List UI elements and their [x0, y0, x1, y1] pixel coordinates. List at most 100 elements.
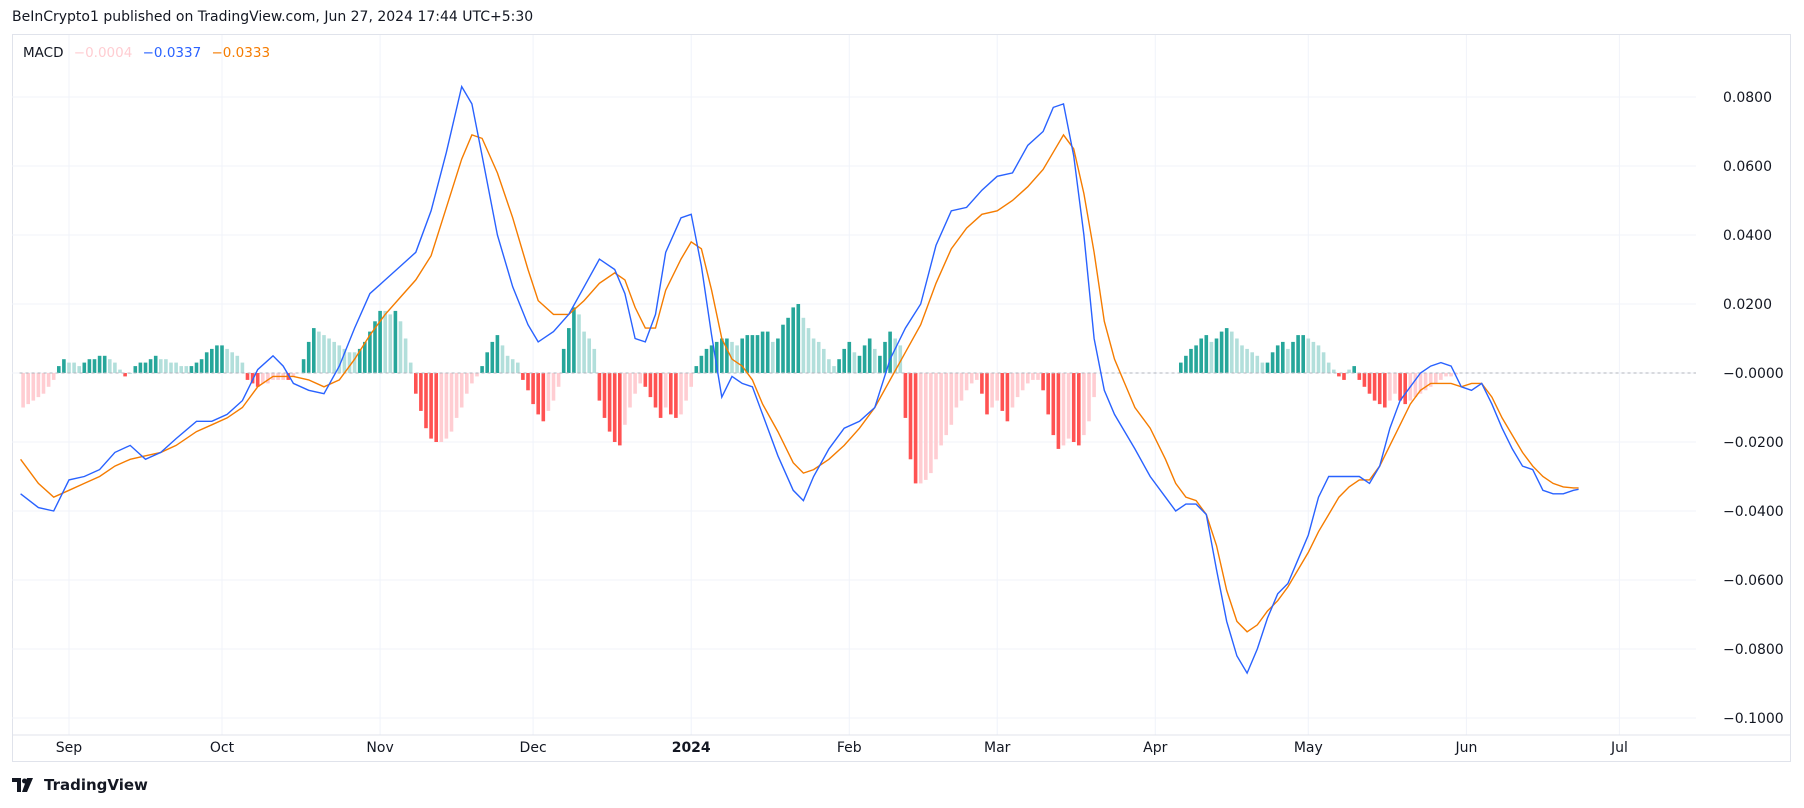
tradingview-brand[interactable]: TradingView [12, 776, 148, 794]
histogram-bar [1209, 341, 1214, 373]
histogram-bar [510, 359, 515, 373]
histogram-bar [516, 362, 520, 373]
histogram-bar [1061, 373, 1066, 446]
histogram-bar [1281, 341, 1285, 373]
histogram-bar [714, 341, 719, 373]
x-tick-label: Sep [56, 740, 83, 756]
histogram-bar [1066, 373, 1071, 439]
histogram-bar [419, 373, 423, 411]
histogram-bar [561, 348, 566, 373]
legend-macd-value: −0.0337 [142, 45, 202, 61]
macd-line [20, 84, 1579, 675]
histogram-bar [143, 362, 148, 373]
histogram-bar [1311, 341, 1316, 373]
histogram-bar [857, 355, 862, 374]
histogram-bar [730, 341, 734, 373]
histogram-bar [638, 373, 642, 384]
histogram-bar [1332, 369, 1336, 373]
histogram-bar [475, 373, 479, 377]
legend-signal-value: −0.0333 [211, 45, 271, 61]
signal-line [20, 133, 1579, 633]
histogram-bar [878, 355, 882, 374]
histogram-bar [57, 366, 61, 373]
histogram-bar [301, 359, 306, 373]
histogram-bar [1026, 373, 1030, 384]
histogram-bar [495, 335, 500, 373]
histogram-bar [990, 373, 994, 408]
histogram-bar [954, 373, 959, 408]
histogram-bar [521, 373, 525, 380]
histogram-bar [250, 373, 255, 384]
histogram-bar [72, 362, 76, 373]
histogram-bar [1015, 373, 1020, 398]
histogram-bar [822, 348, 826, 373]
histogram-bar [210, 348, 214, 373]
y-tick-label: −0.0200 [1723, 435, 1784, 451]
histogram-bar [1077, 373, 1081, 446]
histogram-bar [694, 366, 699, 373]
histogram-bar [36, 373, 41, 398]
histogram-bar [567, 328, 571, 373]
histogram-bar [153, 355, 158, 374]
histogram-bar [199, 359, 204, 373]
histogram-bar [1005, 373, 1010, 422]
histogram-bar [174, 362, 178, 373]
histogram-bar [1245, 348, 1249, 373]
histogram-bar [592, 348, 597, 373]
histogram-bar [332, 341, 336, 373]
histogram-bar [1250, 352, 1254, 373]
histogram-bar [1240, 345, 1244, 373]
histogram-bar [1321, 352, 1326, 373]
histogram-bar [541, 373, 546, 422]
histogram-bar [607, 373, 612, 432]
histogram-bar [46, 373, 51, 387]
y-tick-label: −0.1000 [1723, 711, 1784, 727]
histogram-bar [378, 310, 382, 373]
histogram-bar [317, 331, 321, 373]
histogram-bar [908, 373, 913, 460]
histogram-bar [108, 359, 112, 373]
histogram-bar [750, 335, 755, 373]
histogram-bar [1449, 373, 1453, 377]
histogram-bar [169, 362, 173, 373]
histogram-bar [87, 359, 92, 373]
histogram-bar [312, 328, 316, 373]
histogram-bar [480, 366, 484, 373]
histogram-bar [118, 369, 122, 373]
histogram-bar [255, 373, 260, 387]
histogram-bar [827, 359, 831, 373]
histogram-bar [220, 345, 224, 373]
histogram-bar [969, 373, 974, 384]
histogram-bar [41, 373, 46, 394]
histogram-bar [796, 304, 801, 373]
histogram-bar [643, 373, 648, 387]
histogram-bar [740, 338, 744, 373]
histogram-bar [1337, 373, 1341, 377]
histogram-bar [490, 341, 495, 373]
histogram-bar [1051, 373, 1056, 436]
histogram-bar [1071, 373, 1076, 442]
histogram-bar [225, 348, 229, 373]
indicator-legend[interactable]: MACD −0.0004 −0.0337 −0.0333 [23, 45, 276, 61]
histogram-bar [572, 307, 576, 373]
x-tick-label: Apr [1143, 740, 1167, 756]
histogram-bar [918, 373, 923, 484]
histogram-bar [1204, 335, 1209, 373]
histogram-bar [913, 373, 918, 484]
histogram-bar [735, 345, 739, 373]
histogram-bar [342, 348, 347, 373]
histogram-bar [1046, 373, 1050, 415]
histogram-bar [1444, 373, 1448, 377]
histogram-bar [612, 373, 617, 442]
histogram-bar [1306, 338, 1311, 373]
histogram-bar [393, 310, 398, 373]
histogram-bar [903, 373, 908, 418]
histogram-bar [1347, 369, 1351, 373]
histogram-bar [658, 373, 663, 418]
histogram-bar [975, 373, 979, 380]
histogram-bar [1214, 338, 1219, 373]
histogram-bar [883, 341, 887, 373]
y-tick-label: 0.0600 [1723, 159, 1772, 175]
histogram-bar [893, 338, 897, 373]
